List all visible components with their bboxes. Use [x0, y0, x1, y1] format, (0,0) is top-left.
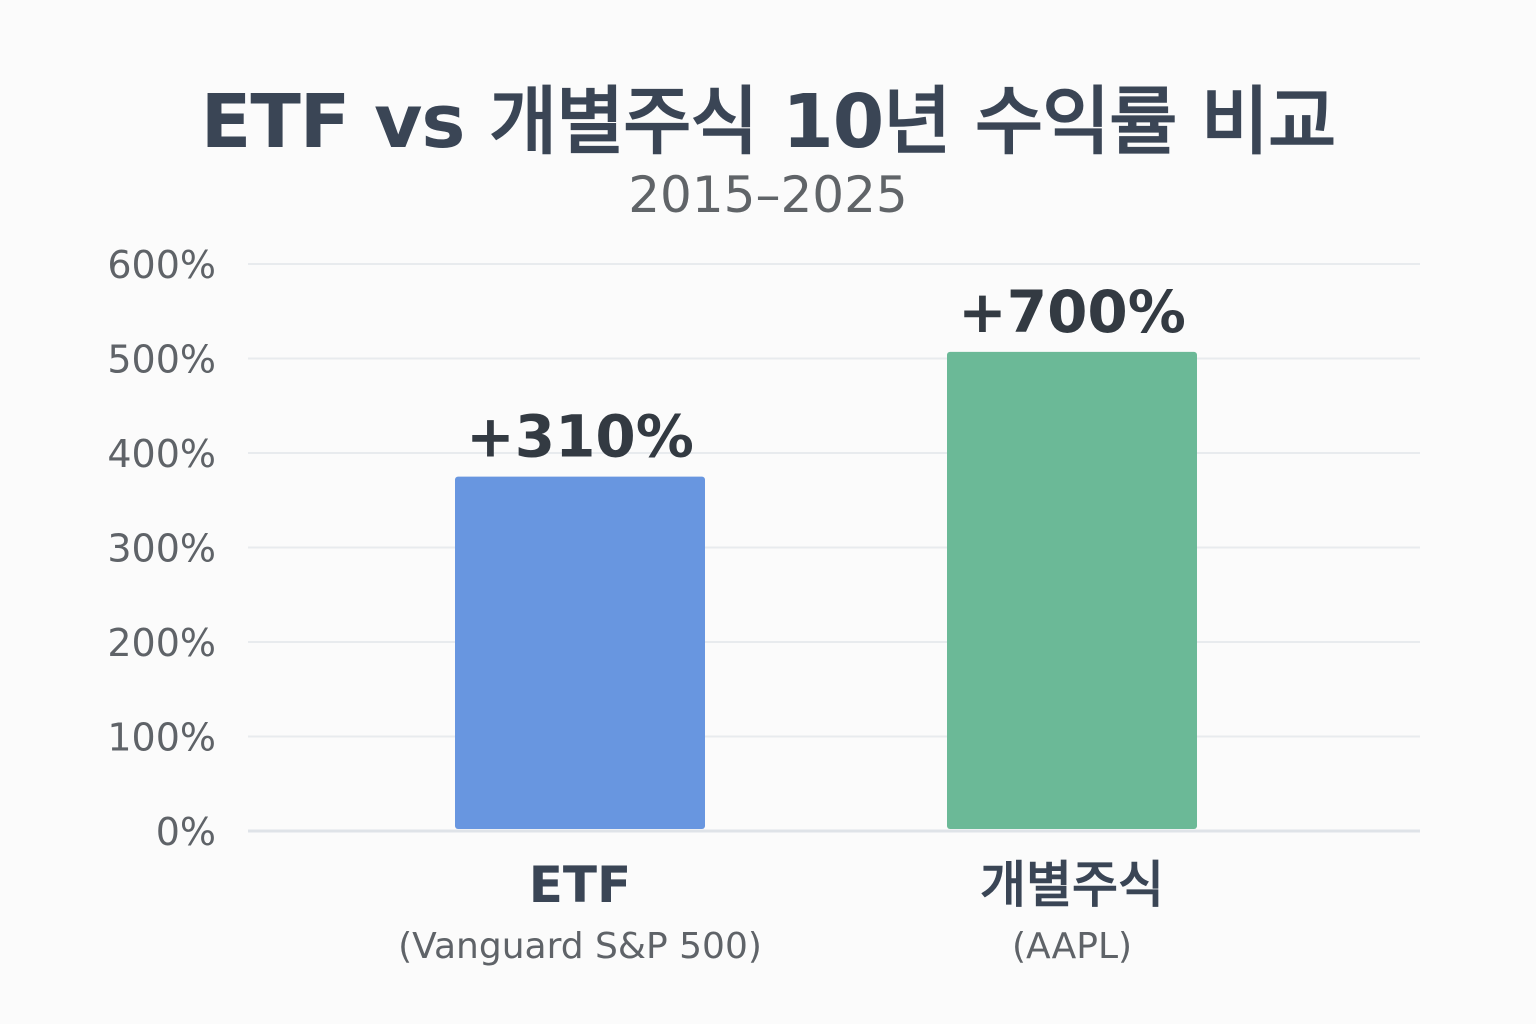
y-tick-label: 400%	[107, 432, 216, 476]
data-labels: +310% +700%	[466, 278, 1186, 471]
chart-title: ETF vs 개별주식 10년 수익률 비교	[200, 79, 1336, 165]
y-tick-label: 200%	[107, 621, 216, 665]
y-tick-label: 100%	[107, 716, 216, 760]
category-sublabel: (AAPL)	[1012, 926, 1132, 967]
bar-etf	[455, 476, 705, 829]
gridlines	[248, 263, 1420, 833]
y-tick-label: 0%	[156, 810, 216, 854]
y-tick-label: 500%	[107, 338, 216, 382]
bar-individual-stock	[947, 351, 1197, 829]
bars	[455, 351, 1197, 829]
data-label: +700%	[958, 278, 1186, 346]
chart-subtitle: 2015–2025	[628, 166, 908, 224]
y-tick-label: 600%	[107, 243, 216, 287]
data-label: +310%	[466, 403, 694, 471]
category-sublabel: (Vanguard S&P 500)	[398, 926, 762, 967]
category-label: 개별주식	[980, 856, 1164, 914]
y-tick-label: 300%	[107, 527, 216, 571]
category-label: ETF	[529, 856, 631, 914]
y-axis-ticks: 0% 100% 200% 300% 400% 500% 600%	[107, 243, 216, 854]
x-axis-categories: ETF (Vanguard S&P 500) 개별주식 (AAPL)	[398, 856, 1164, 967]
